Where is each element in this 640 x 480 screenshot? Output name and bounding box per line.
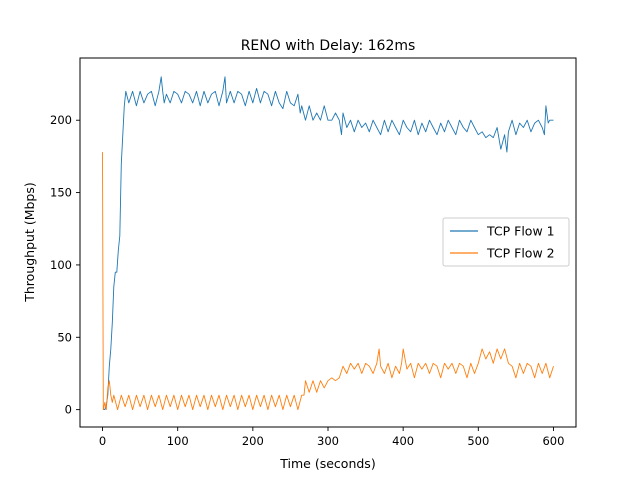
legend-label-2: TCP Flow 2 <box>486 246 555 261</box>
x-axis-label: Time (seconds) <box>279 456 375 471</box>
y-tick-label: 150 <box>50 186 72 200</box>
y-tick-label: 50 <box>57 330 72 344</box>
y-tick-label: 0 <box>65 403 72 417</box>
series-line-1 <box>103 76 554 411</box>
x-tick-label: 200 <box>242 434 264 448</box>
x-axis: 0 100 200 300 400 500 600 <box>99 427 564 448</box>
x-tick-label: 100 <box>167 434 189 448</box>
x-tick-label: 400 <box>392 434 414 448</box>
y-axis: 0 50 100 150 200 <box>50 113 80 417</box>
series-line-2 <box>102 152 554 411</box>
legend-label-1: TCP Flow 1 <box>486 224 555 239</box>
x-tick-label: 500 <box>467 434 489 448</box>
y-tick-label: 100 <box>50 258 72 272</box>
chart-title: RENO with Delay: 162ms <box>241 38 416 54</box>
legend-box <box>442 217 570 267</box>
plot-area <box>102 76 554 411</box>
y-tick-label: 200 <box>50 113 72 127</box>
x-tick-label: 0 <box>99 434 106 448</box>
legend: TCP Flow 1 TCP Flow 2 <box>442 217 570 267</box>
x-tick-label: 300 <box>317 434 339 448</box>
x-tick-label: 600 <box>542 434 564 448</box>
y-axis-label: Throughput (Mbps) <box>22 182 37 303</box>
